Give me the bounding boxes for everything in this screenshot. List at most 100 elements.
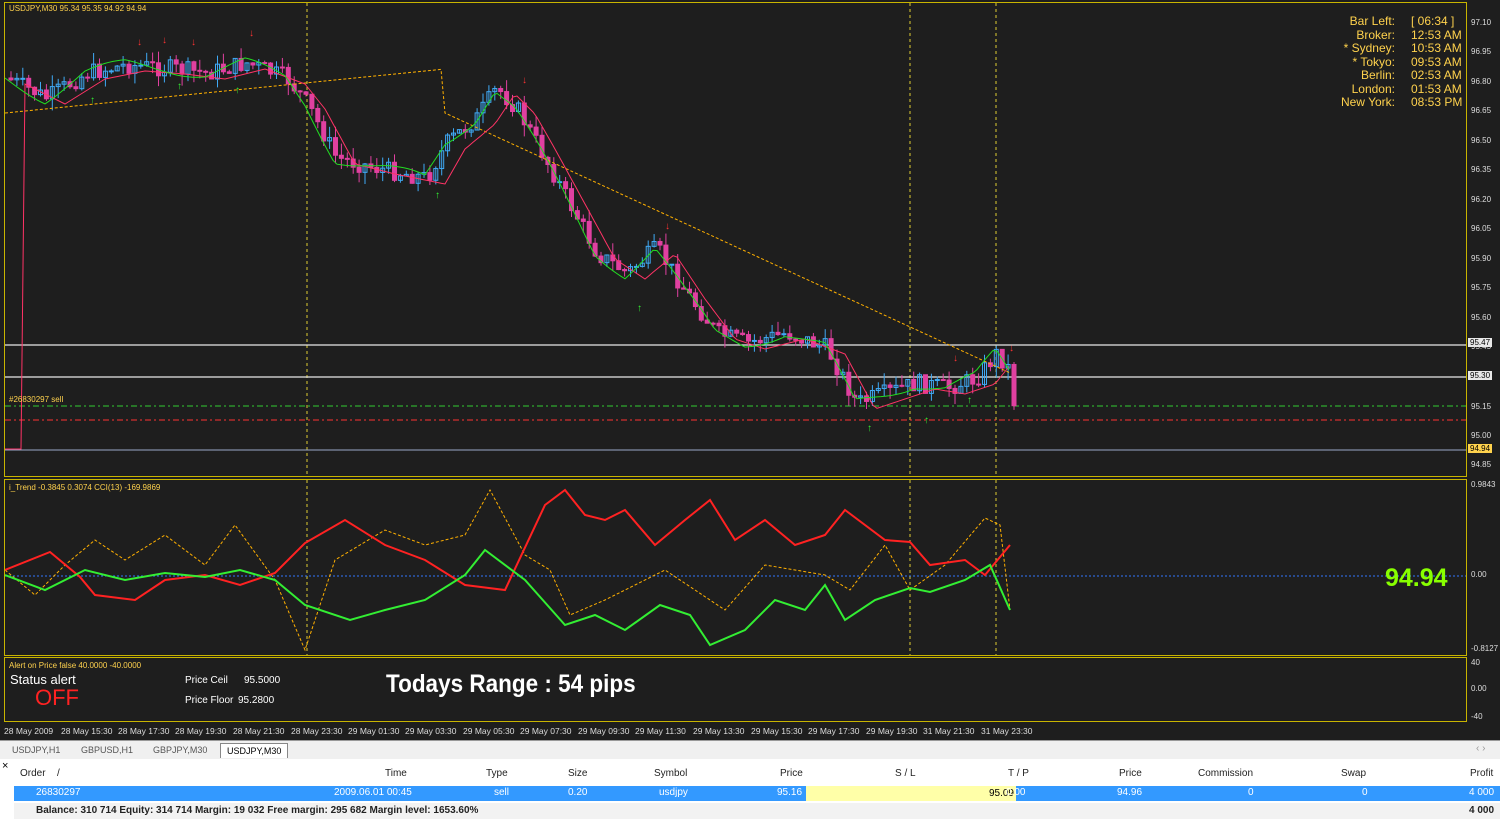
terminal-panel: × Order / Time Type Size Symbol Price S … bbox=[0, 759, 1500, 826]
col-current-price[interactable]: Price bbox=[1119, 768, 1142, 779]
candle-body bbox=[740, 332, 746, 336]
buy-arrow-icon: ↑ bbox=[177, 81, 182, 92]
candle-body bbox=[987, 362, 993, 368]
candle-body bbox=[846, 371, 852, 396]
price-axis-label: 95.75 bbox=[1471, 283, 1492, 292]
chart-title: USDJPY,M30 95.34 95.35 94.92 94.94 bbox=[9, 4, 147, 13]
candle-body bbox=[297, 90, 303, 93]
candle-body bbox=[344, 157, 350, 160]
status-alert-value[interactable]: OFF bbox=[35, 685, 79, 710]
candle-body bbox=[138, 64, 144, 67]
col-order[interactable]: Order bbox=[20, 768, 46, 779]
candle-body bbox=[73, 86, 79, 90]
candle-body bbox=[114, 65, 120, 72]
candle-body bbox=[333, 137, 338, 156]
col-sort[interactable]: / bbox=[57, 768, 60, 779]
candle-body bbox=[191, 61, 197, 71]
col-commission[interactable]: Commission bbox=[1198, 768, 1254, 779]
order-stop-loss[interactable]: 95.09 bbox=[806, 786, 1016, 801]
candle-body bbox=[285, 66, 291, 85]
tab-scroll-icon[interactable]: ‹ › bbox=[1476, 743, 1486, 754]
order-open-price: 95.16 bbox=[777, 787, 803, 798]
candle-body bbox=[108, 70, 114, 73]
candle-body bbox=[102, 70, 108, 78]
close-icon[interactable]: × bbox=[2, 760, 9, 772]
order-profit: 4 000 bbox=[1469, 787, 1495, 798]
candle-body bbox=[150, 61, 156, 64]
clock-value: 01:53 AM bbox=[1411, 81, 1462, 96]
candle-body bbox=[563, 181, 569, 190]
indicator-axis-min: -0.8127 bbox=[1471, 644, 1499, 653]
candle-body bbox=[226, 71, 232, 74]
tab-usdjpy-h1[interactable]: USDJPY,H1 bbox=[12, 745, 61, 755]
candle-body bbox=[309, 93, 315, 109]
price-axis-label: 96.80 bbox=[1471, 77, 1492, 86]
price-chart[interactable]: ↑ ↑ ↑ ↑ ↑ ↑ ↑ ↑ ↓ ↓ ↓ ↓ ↓ ↓ ↓ ↓ USDJPY,M30 95.34 95.35 … bbox=[4, 2, 1467, 477]
col-profit[interactable]: Profit bbox=[1470, 768, 1494, 779]
candle-body bbox=[203, 70, 209, 73]
candle-body bbox=[681, 287, 687, 290]
buy-arrow-icon: ↑ bbox=[90, 95, 95, 106]
col-type[interactable]: Type bbox=[486, 768, 508, 779]
indicator-window[interactable]: i_Trend -0.3845 0.3074 CCI(13) -169.9869… bbox=[4, 479, 1467, 656]
order-row[interactable]: 26830297 2009.06.01 00:45 sell 0.20 usdj… bbox=[14, 786, 1500, 801]
clock-row: New York: 08:53 PM bbox=[1295, 95, 1462, 110]
price-axis-label: 96.65 bbox=[1471, 106, 1492, 115]
candle-body bbox=[451, 132, 456, 136]
clock-value: 02:53 AM bbox=[1411, 68, 1462, 82]
buy-arrow-icon: ↑ bbox=[924, 415, 929, 426]
candle-body bbox=[934, 379, 940, 382]
candle-body bbox=[14, 77, 20, 81]
candle-body bbox=[1011, 363, 1017, 407]
candle-body bbox=[864, 395, 869, 402]
balance-summary: Balance: 310 714 Equity: 314 714 Margin:… bbox=[36, 805, 479, 816]
price-floor-label: Price Floor bbox=[185, 695, 234, 706]
col-tp[interactable]: T / P bbox=[1008, 768, 1029, 779]
tab-gbpusd-h1[interactable]: GBPUSD,H1 bbox=[81, 745, 134, 755]
candle-body bbox=[474, 112, 480, 131]
indicator-canvas[interactable] bbox=[5, 480, 1466, 655]
time-axis-label: 29 May 09:30 bbox=[578, 726, 630, 736]
col-symbol[interactable]: Symbol bbox=[654, 768, 688, 779]
price-axis-label: 96.20 bbox=[1471, 195, 1492, 204]
candle-body bbox=[85, 76, 91, 79]
candle-body bbox=[692, 292, 698, 308]
tab-usdjpy-m30[interactable]: USDJPY,M30 bbox=[220, 743, 289, 758]
col-sl[interactable]: S / L bbox=[895, 768, 916, 779]
price-chart-canvas[interactable]: ↑ ↑ ↑ ↑ ↑ ↑ ↑ ↑ ↓ ↓ ↓ ↓ ↓ ↓ ↓ ↓ bbox=[5, 3, 1466, 476]
candle-body bbox=[651, 240, 657, 247]
candle-body bbox=[993, 348, 999, 368]
col-time[interactable]: Time bbox=[385, 768, 407, 779]
time-axis-label: 31 May 23:30 bbox=[981, 726, 1033, 736]
candle-body bbox=[669, 263, 675, 266]
fast-ma-line bbox=[5, 57, 1010, 400]
candle-body bbox=[675, 263, 681, 289]
support-price-tag: 95.30 bbox=[1468, 371, 1493, 380]
candle-body bbox=[757, 339, 763, 344]
candle-body bbox=[327, 137, 333, 142]
col-size[interactable]: Size bbox=[568, 768, 588, 779]
candle-body bbox=[952, 387, 958, 394]
candle-body bbox=[551, 164, 557, 183]
candle-body bbox=[751, 339, 757, 342]
clock-label: London: bbox=[1351, 81, 1395, 96]
candle-body bbox=[120, 63, 126, 67]
order-current-price: 94.96 bbox=[1117, 787, 1143, 798]
candle-body bbox=[439, 150, 445, 170]
time-axis-label: 31 May 21:30 bbox=[923, 726, 975, 736]
time-axis-label: 28 May 23:30 bbox=[291, 726, 343, 736]
clock-label: Berlin: bbox=[1360, 68, 1395, 82]
alert-panel[interactable]: Alert on Price false 40.0000 -40.0000 St… bbox=[4, 657, 1467, 722]
candles-group bbox=[8, 48, 1017, 410]
col-swap[interactable]: Swap bbox=[1341, 768, 1367, 779]
resistance-price-tag: 95.47 bbox=[1468, 338, 1493, 347]
col-price[interactable]: Price bbox=[780, 768, 803, 779]
candle-body bbox=[144, 61, 150, 66]
trend-bull-line bbox=[5, 548, 1011, 647]
tab-gbpjpy-m30[interactable]: GBPJPY,M30 bbox=[153, 745, 208, 755]
candle-body bbox=[574, 210, 580, 220]
candle-body bbox=[592, 242, 598, 257]
candle-body bbox=[881, 384, 887, 390]
status-alert-label: Status alert bbox=[10, 672, 76, 687]
order-label: #26830297 sell bbox=[9, 395, 64, 404]
